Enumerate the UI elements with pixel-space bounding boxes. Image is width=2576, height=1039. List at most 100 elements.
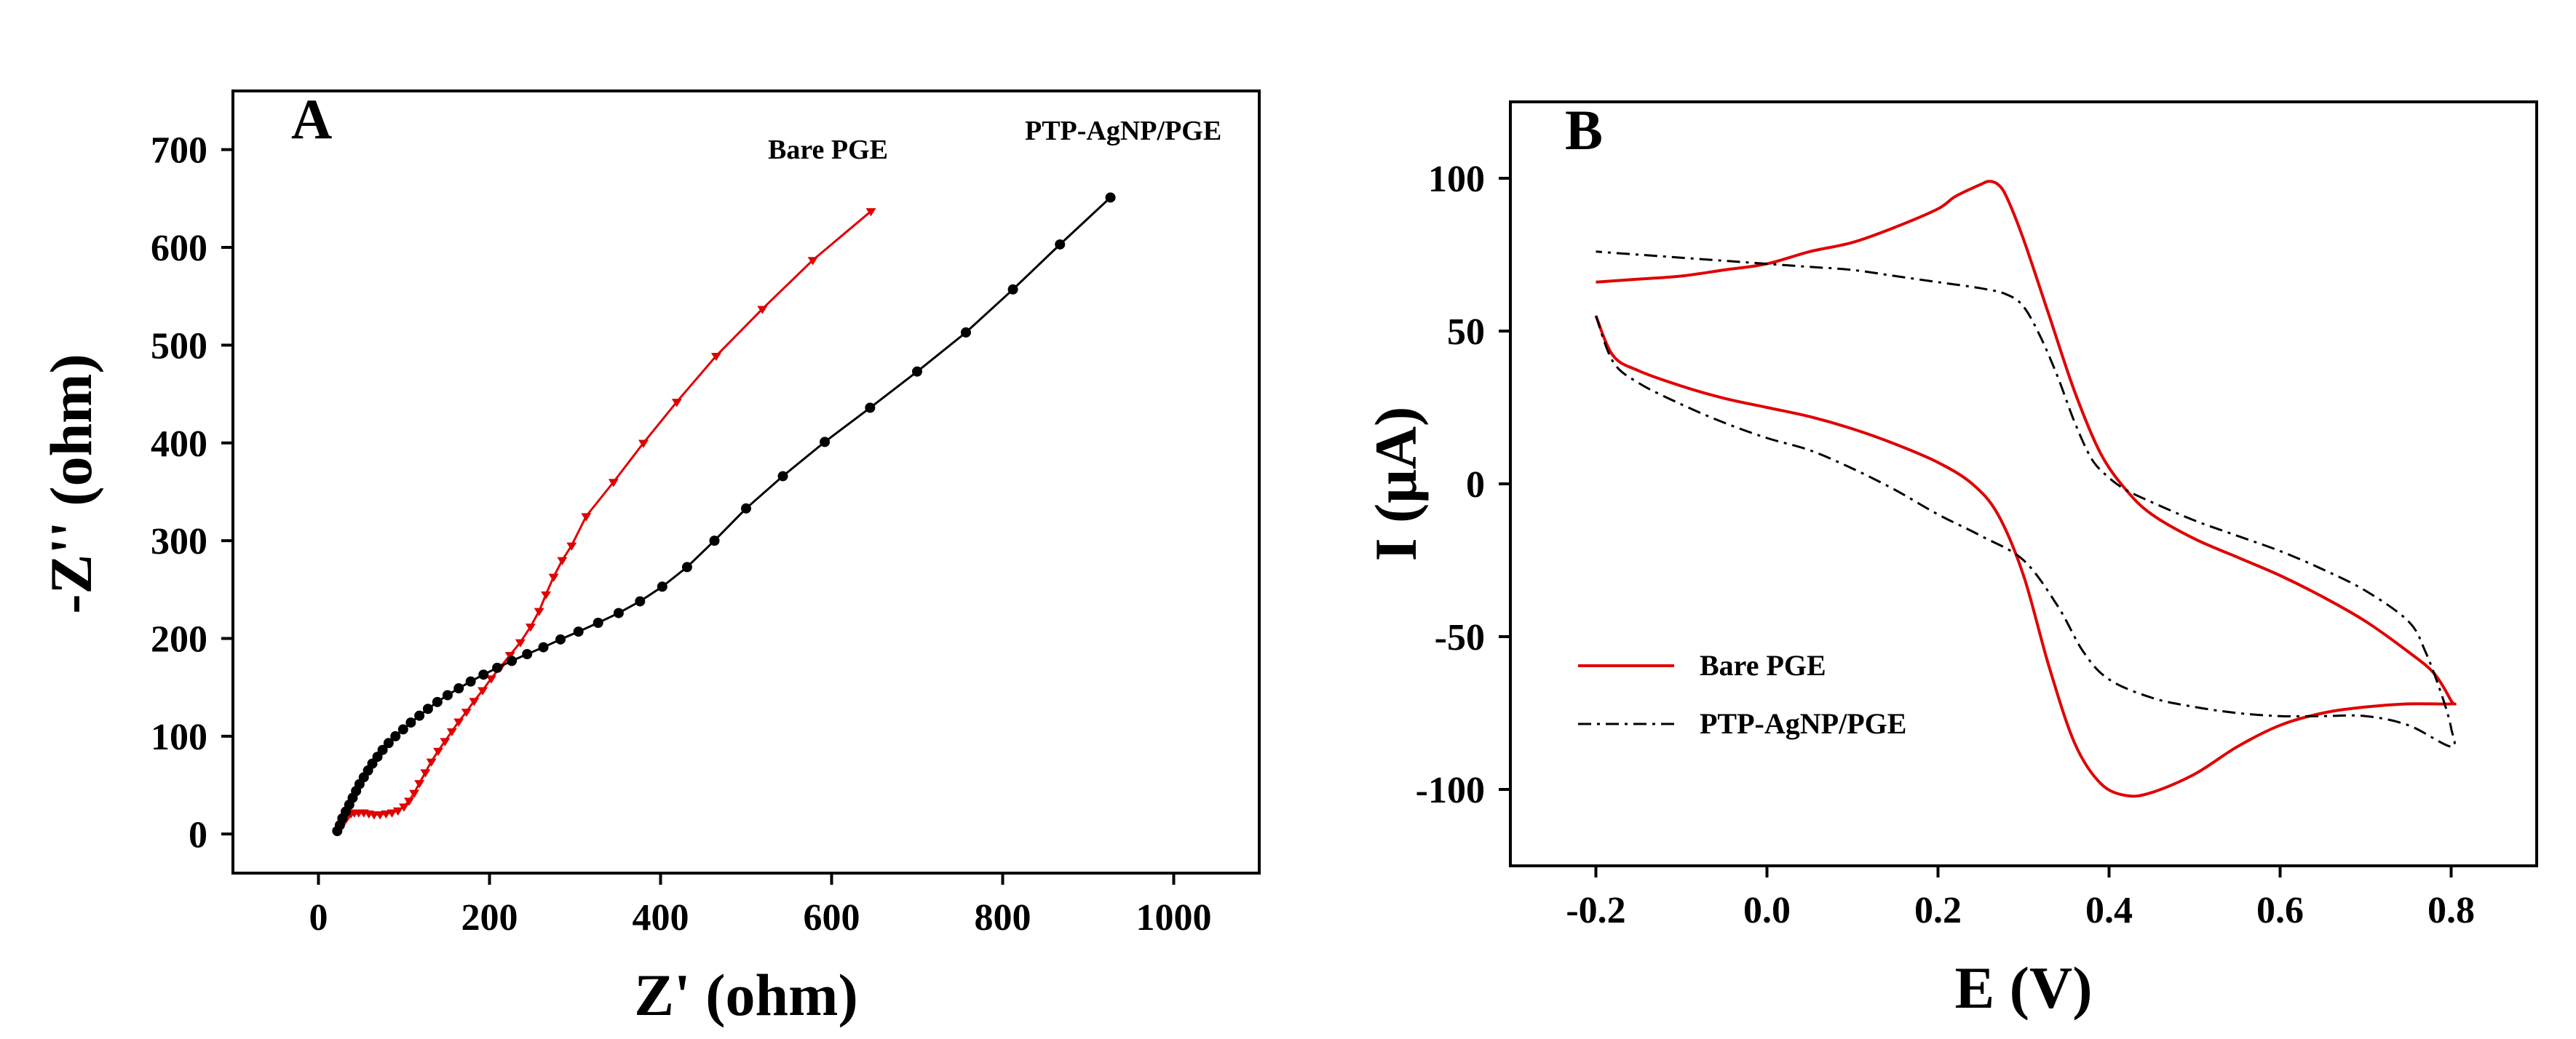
data-point-bare-pge [671,399,682,407]
panel-a-x-tick-label: 400 [633,897,689,939]
data-point-bare-pge [534,608,544,616]
panel-b-y-tick-label: 0 [1466,464,1485,506]
data-point-ptp-agnp-pge [405,717,416,728]
data-point-ptp-agnp-pge [390,731,401,741]
data-point-bare-pge [865,208,876,217]
panel-b-y-tick-label: -100 [1416,770,1485,811]
panel-a-x-tick-label: 800 [975,897,1031,939]
data-point-bare-pge [504,652,515,661]
panel-b-y-tick-label: 100 [1428,159,1485,200]
data-point-bare-pge [446,728,457,737]
data-point-bare-pge [387,809,397,818]
legend-label-ptp-agnp: PTP-AgNP/PGE [1700,707,1906,740]
data-point-bare-pge [420,769,431,778]
panel-a-frame [231,89,1261,875]
data-point-bare-pge [710,352,721,362]
panel-a-y-tick-label: 600 [151,228,207,269]
data-point-bare-pge [757,306,768,314]
data-point-bare-pge [486,675,496,684]
panel-a-y-axis-title: -Z'' (ohm) [38,354,104,614]
data-point-bare-pge [548,573,559,582]
data-point-bare-pge [453,718,464,727]
data-point-ptp-agnp-pge [507,656,518,666]
data-point-ptp-agnp-pge [820,437,831,447]
series-line-ptp-agnp-pge [336,196,1111,832]
data-point-bare-pge [525,624,536,632]
data-point-ptp-agnp-pge [960,327,971,338]
data-point-bare-pge [433,747,443,757]
panel-a-series [332,192,1116,837]
panel-b-legend: Bare PGE PTP-AgNP/PGE [1578,649,1906,740]
panel-a-y-tick-label: 200 [151,619,207,661]
data-point-ptp-agnp-pge [613,608,624,618]
data-point-bare-pge [515,639,526,648]
panel-a-y-tick-label: 0 [189,814,207,856]
data-point-bare-pge [404,797,415,806]
panel-b-y-tick-label: 50 [1447,311,1485,353]
panel-a-x-tick-label: 1000 [1136,897,1212,939]
data-point-bare-pge [399,803,409,812]
panel-b-x-tick-label: 0.2 [1914,890,1962,931]
data-point-ptp-agnp-pge [1007,284,1018,295]
data-point-ptp-agnp-pge [414,710,425,721]
panel-a-label: A [291,87,332,151]
panel-a-x-tick-label: 600 [804,897,860,939]
panel-a-y-tick-label: 300 [151,521,207,562]
data-point-ptp-agnp-pge [432,696,443,707]
data-point-bare-pge [566,542,577,551]
panel-a-y-tick-label: 500 [151,325,207,367]
data-point-ptp-agnp-pge [865,402,876,413]
panel-b: -0.2 0.0 0.2 0.4 0.6 0.8 -100 -50 0 50 100 B Bare … [1363,98,2538,1021]
panel-a-x-tick-label: 200 [461,897,518,939]
data-point-ptp-agnp-pge [397,724,408,735]
data-point-bare-pge [541,591,552,600]
data-point-bare-pge [477,687,488,696]
panel-b-ticks: -0.2 0.0 0.2 0.4 0.6 0.8 -100 -50 0 50 100 [1416,159,2475,931]
data-point-ptp-agnp-pge [555,634,566,645]
data-point-ptp-agnp-pge [377,744,388,755]
series-line-bare-pge [336,210,872,832]
data-point-bare-pge [440,738,451,747]
panel-b-x-tick-label: -0.2 [1566,890,1625,931]
panel-a-annotation-ptp-agnp: PTP-AgNP/PGE [1025,116,1221,146]
data-point-bare-pge [557,557,568,565]
panel-b-label: B [1565,98,1603,162]
data-point-bare-pge [409,789,420,798]
data-point-ptp-agnp-pge [635,596,646,607]
data-point-ptp-agnp-pge [538,642,549,653]
data-point-bare-pge [375,811,386,820]
data-point-bare-pge [469,698,480,706]
panel-b-x-tick-label: 0.6 [2256,890,2304,931]
panel-a-y-tick-label: 400 [151,423,207,465]
data-point-ptp-agnp-pge [681,562,692,573]
data-point-bare-pge [381,810,392,819]
data-point-ptp-agnp-pge [492,662,503,673]
data-point-ptp-agnp-pge [709,536,720,546]
data-point-ptp-agnp-pge [1105,192,1116,203]
panel-b-frame [1509,100,2538,867]
data-point-ptp-agnp-pge [522,649,533,659]
data-point-ptp-agnp-pge [741,503,751,514]
panel-a: 0 200 400 600 800 10000100200300400500600700 … [38,87,1261,1028]
data-point-ptp-agnp-pge [422,704,433,714]
data-point-bare-pge [807,257,818,266]
data-point-ptp-agnp-pge [478,669,489,680]
panel-b-y-axis-title: I (μA) [1363,407,1429,562]
legend-label-bare-pge: Bare PGE [1700,649,1826,682]
data-point-bare-pge [426,758,437,767]
data-point-ptp-agnp-pge [777,471,788,482]
panel-a-x-axis-title: Z' (ohm) [634,962,858,1028]
data-point-ptp-agnp-pge [593,618,603,628]
data-point-ptp-agnp-pge [1055,239,1066,250]
panel-a-y-tick-label: 100 [151,717,207,758]
data-point-ptp-agnp-pge [657,581,667,592]
data-point-ptp-agnp-pge [383,738,394,749]
panel-a-ticks: 0 200 400 600 800 1000 0 100 200 300 400 500 600 700 [151,130,1212,939]
panel-a-annotation-bare-pge: Bare PGE [768,135,888,165]
data-point-bare-pge [461,709,472,717]
panel-b-x-axis-title: E (V) [1954,955,2092,1021]
panel-b-series [1594,180,2457,798]
panel-b-x-tick-label: 0.8 [2428,890,2475,931]
